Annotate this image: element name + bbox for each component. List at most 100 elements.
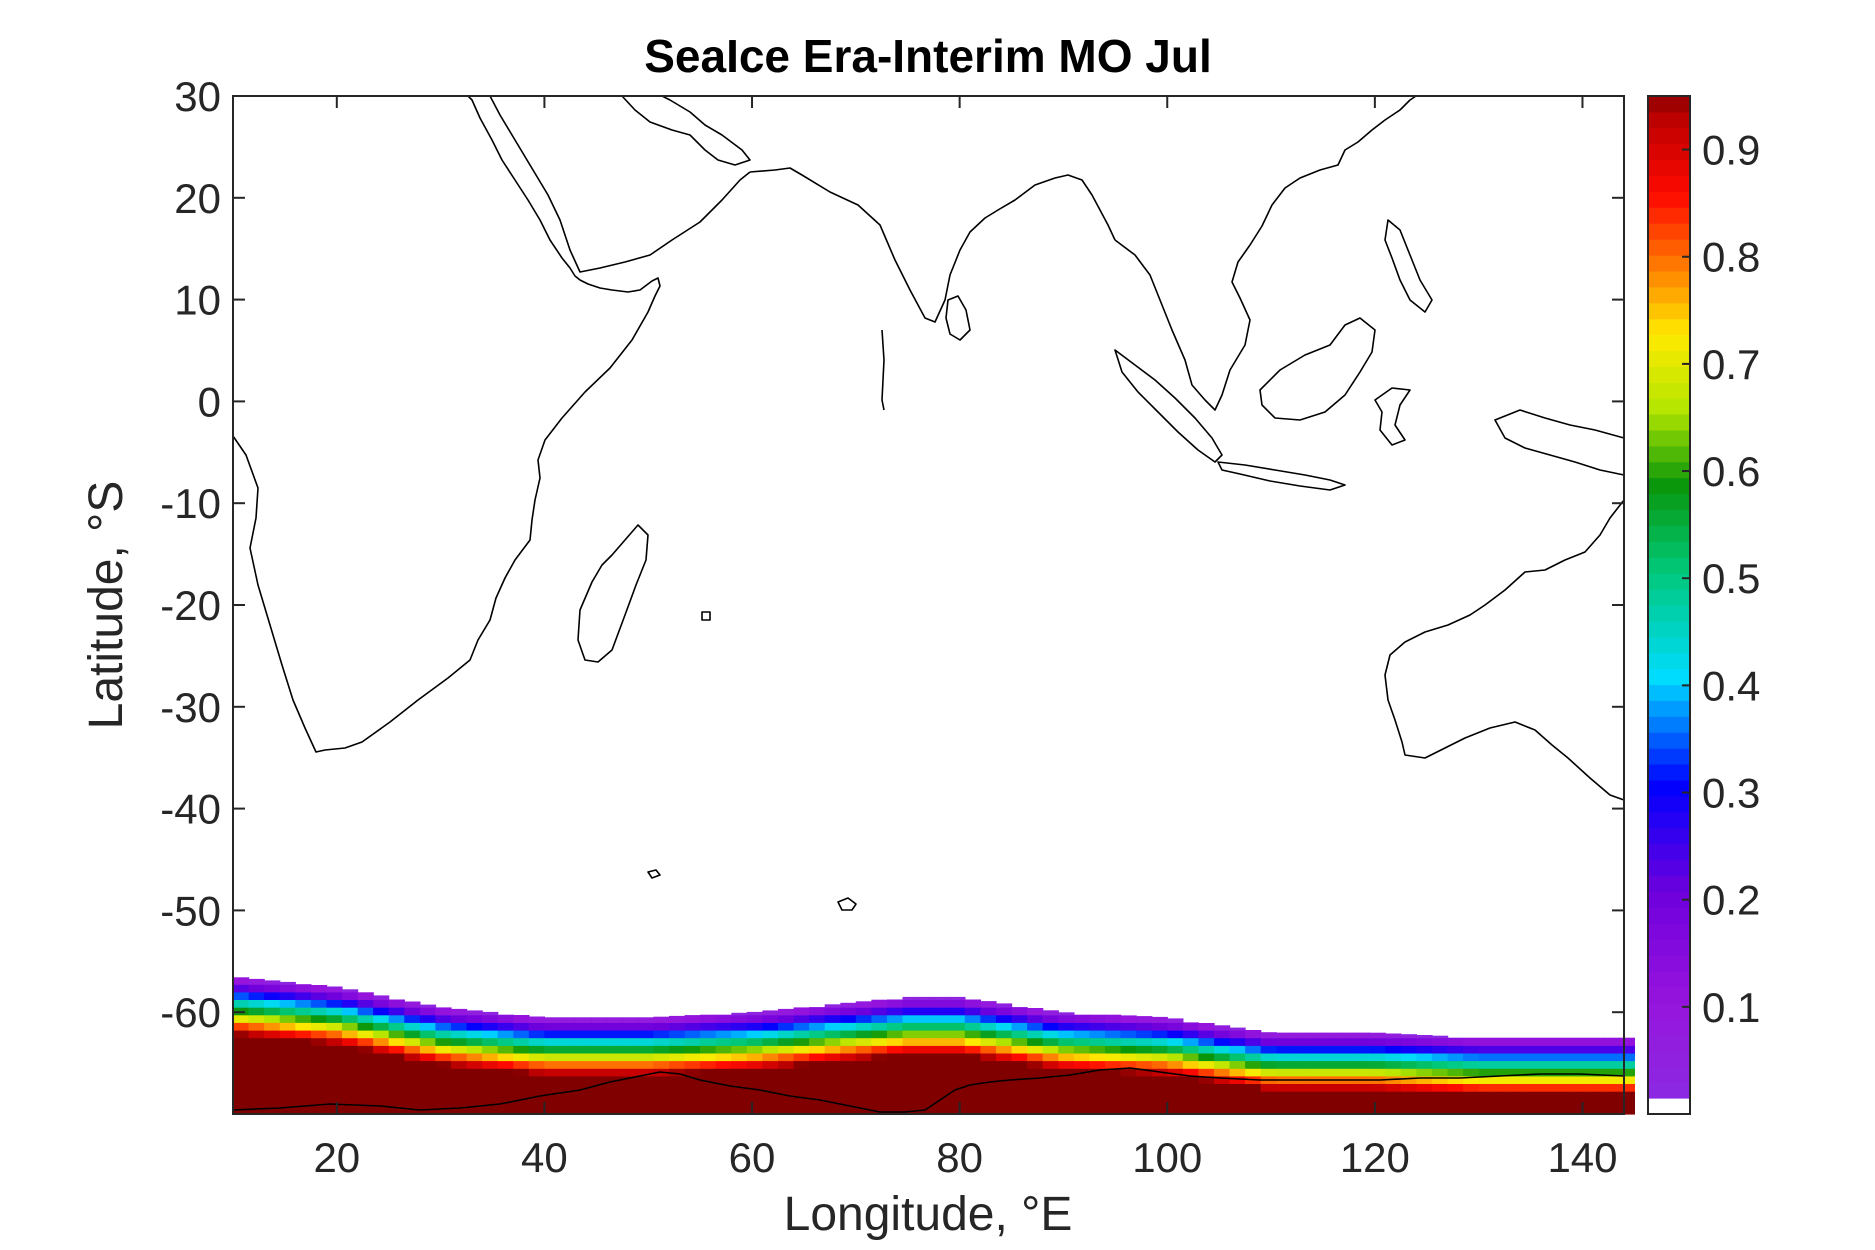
sea-ice-cell [1556,1083,1573,1092]
sea-ice-cell [1556,1091,1573,1100]
sea-ice-cell [1494,1060,1511,1069]
sea-ice-cell [1073,1098,1090,1107]
colorbar-cell [1648,398,1690,415]
sea-ice-cell [264,1030,281,1039]
sea-ice-cell [373,999,390,1008]
sea-ice-cell [1323,1037,1340,1046]
sea-ice-cell [1151,1052,1168,1062]
sea-ice-cell [1291,1060,1308,1069]
sea-ice-cell [1120,1098,1137,1107]
sea-ice-cell [1385,1037,1402,1046]
sea-ice-cell [918,1037,935,1046]
sea-ice-cell [1432,1083,1449,1092]
sea-ice-cell [357,1106,374,1115]
sea-ice-cell [1354,1032,1371,1039]
sea-ice-cell [731,1075,748,1084]
sea-ice-cell [373,1068,390,1077]
sea-ice-cell [746,1052,763,1062]
sea-ice-cell [1058,1045,1075,1054]
sea-ice-cell [793,1007,810,1016]
sea-ice-cell [326,1060,343,1069]
sea-ice-cell [1073,1075,1090,1084]
sea-ice-cell [279,1030,296,1039]
sea-ice-cell [404,1007,421,1016]
sea-ice-cell [295,1091,312,1100]
sea-ice-cell [1478,1068,1495,1077]
sea-ice-cell [528,1060,545,1069]
sea-ice-cell [326,1030,343,1039]
sea-ice-cell [233,1075,250,1084]
sea-ice-cell [497,1075,514,1084]
sea-ice-cell [669,1037,686,1046]
sea-ice-cell [326,1068,343,1077]
sea-ice-cell [871,1098,888,1107]
sea-ice-cell [1167,1018,1184,1023]
sea-ice-cell [1463,1091,1480,1100]
colorbar-cell [1648,334,1690,351]
sea-ice-cell [1089,1091,1106,1100]
sea-ice-cell [1073,1060,1090,1069]
sea-ice-cell [326,1037,343,1046]
colorbar-cell [1648,207,1690,224]
sea-ice-cell [809,1106,826,1115]
sea-ice-cell [1042,1037,1059,1046]
sea-ice-cell [388,1060,405,1069]
sea-ice-cell [1167,1075,1184,1084]
sea-ice-cell [1105,1037,1122,1046]
colorbar-cell [1648,1082,1690,1099]
colorbar-frame [1647,95,1691,1115]
sea-ice-cell [996,1091,1013,1100]
x-axis-title: Longitude, °E [784,1188,1073,1241]
x-tick-label: 60 [729,1134,776,1181]
sea-ice-cell [918,1091,935,1100]
colorbar-cell [1648,780,1690,797]
sea-ice-cell [606,1017,623,1023]
sea-ice-cell [1509,1037,1526,1046]
sea-ice-cell [435,1068,452,1077]
sea-ice-cell [1432,1091,1449,1100]
sea-ice-cell [233,1007,250,1016]
sea-ice-cell [1291,1068,1308,1077]
sea-ice-cell [637,1052,654,1062]
sea-ice-cell [1525,1106,1542,1115]
sea-ice-cell [1058,1014,1075,1023]
colorbar-cell [1648,891,1690,908]
sea-ice-cell [544,1075,561,1084]
sea-ice-cell [1291,1091,1308,1100]
sea-ice-cell [715,1091,732,1100]
sea-ice-cell [1525,1045,1542,1054]
sea-ice-cell [1307,1052,1324,1062]
sea-ice-cell [373,1075,390,1084]
sea-ice-cell [1089,1022,1106,1031]
sea-ice-cell [1151,1075,1168,1084]
sea-ice-cell [513,1022,530,1031]
sea-ice-cell [684,1091,701,1100]
colorbar-cell [1648,970,1690,988]
sea-ice-cell [357,1045,374,1054]
sea-ice-cell [871,1060,888,1069]
sea-ice-cell [1105,1030,1122,1039]
sea-ice-cell [295,1030,312,1039]
sea-ice-cell [1369,1060,1386,1069]
sea-ice-cell [902,1037,919,1046]
y-tick-label: 30 [174,73,221,120]
sea-ice-cell [1042,1098,1059,1107]
sea-ice-cell [295,999,312,1008]
colorbar-ticks: 0.1 0.2 0.3 0.4 0.5 0.6 0.7 0.8 0.9 [1682,127,1760,1031]
sea-ice-cell [902,1007,919,1016]
sea-ice-cell [809,1083,826,1092]
sea-ice-cell [1027,1060,1044,1069]
sea-ice-cell [778,1008,795,1016]
sea-ice-cell [528,1091,545,1100]
sea-ice-cell [279,1052,296,1062]
x-tick-label: 20 [313,1134,360,1181]
sea-ice-cell [1073,1030,1090,1039]
sea-ice-cell [871,1022,888,1031]
sea-ice-cell [1245,1060,1262,1069]
sea-ice-cell [1463,1068,1480,1077]
sea-ice-cell [1447,1037,1464,1046]
sea-ice-cell [482,1045,499,1054]
sea-ice-cell [1494,1075,1511,1084]
sea-ice-cell [731,1014,748,1023]
sea-ice-cell [326,999,343,1008]
